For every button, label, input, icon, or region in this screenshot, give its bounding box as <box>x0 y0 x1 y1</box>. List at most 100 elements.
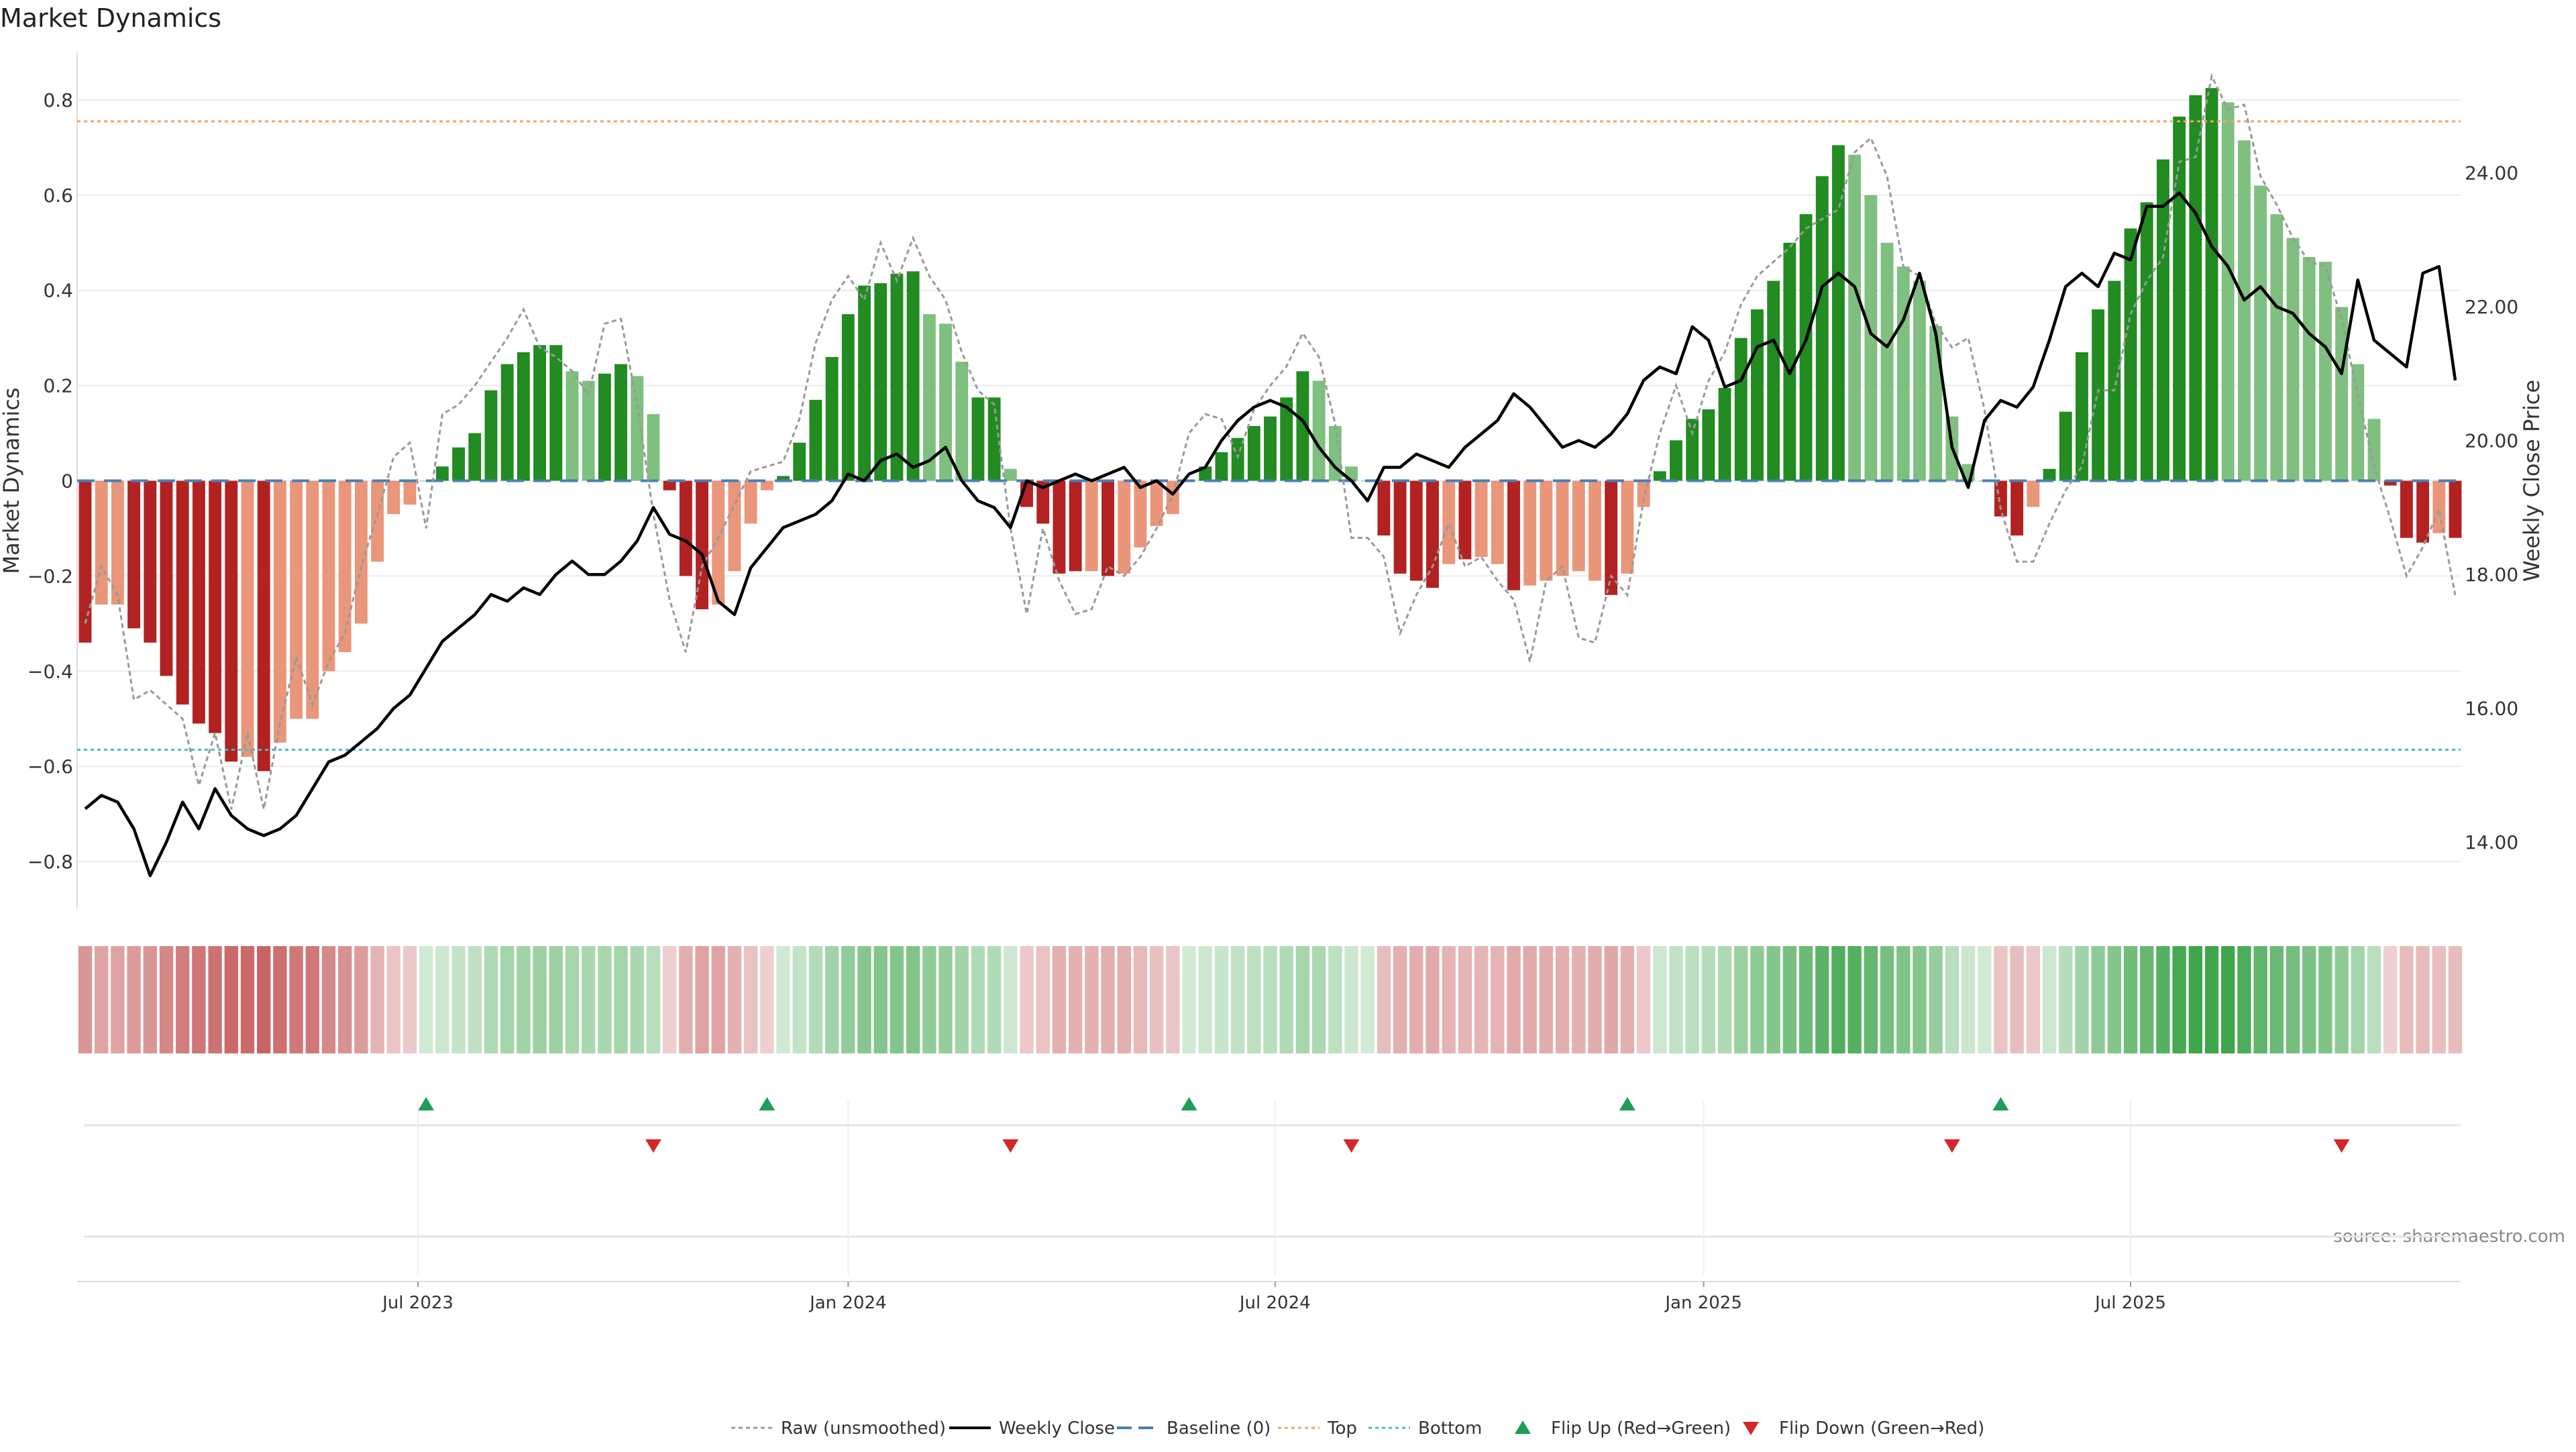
heat-cell <box>1474 946 1489 1053</box>
left-tick-label: −0.6 <box>28 756 73 778</box>
momentum-bar <box>1799 214 1813 481</box>
momentum-bar <box>2416 480 2430 543</box>
heat-cell <box>1426 946 1440 1053</box>
momentum-bar <box>1686 419 1699 481</box>
heat-cell <box>1328 946 1342 1053</box>
momentum-bar <box>1783 242 1796 481</box>
heat-cell <box>484 946 498 1053</box>
heat-cell <box>2400 946 2414 1053</box>
heat-cell <box>386 946 400 1053</box>
momentum-bar <box>78 480 92 643</box>
momentum-bar <box>484 390 498 481</box>
momentum-bar <box>2124 228 2137 481</box>
heat-cell <box>1572 946 1586 1053</box>
heat-cell <box>2188 946 2202 1053</box>
momentum-bar <box>2270 214 2284 481</box>
legend-label: Weekly Close <box>999 1418 1115 1439</box>
momentum-bar <box>2400 480 2413 538</box>
heat-cell <box>78 946 93 1053</box>
momentum-bar <box>1621 480 1634 574</box>
heat-cell <box>451 946 466 1053</box>
momentum-bar <box>1085 480 1098 572</box>
momentum-bar <box>2254 185 2267 481</box>
heat-cell <box>549 946 563 1053</box>
heat-cell <box>1133 946 1148 1053</box>
heat-cell <box>517 946 531 1053</box>
momentum-bar <box>1832 145 1845 481</box>
momentum-bar <box>468 433 482 481</box>
x-axis-ticks: Jul 2023 Jan 2024 Jul 2024 Jan 2025 Jul 2025 <box>381 1100 2166 1313</box>
momentum-bar <box>825 357 839 481</box>
momentum-bar <box>1734 338 1748 481</box>
legend-label: Flip Down (Green→Red) <box>1779 1418 1984 1439</box>
left-tick-label: 0.8 <box>43 89 73 111</box>
heat-cell <box>2253 946 2267 1053</box>
momentum-bar <box>452 447 466 481</box>
momentum-bar <box>533 345 546 481</box>
momentum-bar <box>1896 266 1910 481</box>
x-tick-label: Jan 2024 <box>808 1293 887 1313</box>
legend: Raw (unsmoothed) Weekly Close Baseline (0)… <box>731 1418 1984 1439</box>
momentum-bar <box>225 480 238 762</box>
chart-title: Market Dynamics <box>0 3 221 33</box>
legend-label: Top <box>1327 1418 1357 1439</box>
heat-cell <box>1961 946 1976 1053</box>
momentum-bar <box>841 314 855 481</box>
momentum-bar <box>1848 154 1862 481</box>
momentum-bar <box>387 480 400 515</box>
heat-cell <box>1734 946 1748 1053</box>
momentum-bar <box>2286 238 2300 481</box>
heat-cell <box>2140 946 2154 1053</box>
heat-cell <box>1782 946 1797 1053</box>
heat-cell <box>938 946 953 1053</box>
momentum-bar <box>858 285 871 481</box>
momentum-bar <box>2189 95 2202 481</box>
heat-cell <box>2156 946 2170 1053</box>
heat-cell <box>1815 946 1829 1053</box>
momentum-bar <box>338 480 352 652</box>
heat-cell <box>1507 946 1521 1053</box>
momentum-bar <box>2351 364 2365 481</box>
x-tick-label: Jan 2025 <box>1664 1293 1742 1313</box>
momentum-bar <box>127 480 141 629</box>
heat-cell <box>808 946 823 1053</box>
heat-cell <box>1052 946 1067 1053</box>
momentum-bar <box>2221 102 2235 481</box>
momentum-bar <box>1929 325 1943 481</box>
heat-cell <box>2204 946 2219 1053</box>
momentum-bar <box>95 480 108 605</box>
heat-cell <box>2123 946 2138 1053</box>
heat-cell <box>273 946 287 1053</box>
heat-cell <box>1458 946 1472 1053</box>
heat-cell <box>95 946 109 1053</box>
momentum-bar <box>2173 116 2186 481</box>
heat-cell <box>1750 946 1764 1053</box>
momentum-bar <box>209 480 222 733</box>
heat-cell <box>857 946 871 1053</box>
momentum-bar <box>712 480 725 605</box>
flip-up-marker <box>1619 1097 1635 1110</box>
heat-cell <box>1166 946 1180 1053</box>
heat-cell <box>614 946 628 1053</box>
momentum-bar <box>1296 371 1309 481</box>
momentum-bar <box>890 273 904 481</box>
heat-cell <box>2351 946 2365 1053</box>
heat-cell <box>1101 946 1115 1053</box>
heat-cell <box>955 946 969 1053</box>
heat-cell <box>2448 946 2463 1053</box>
raw-series-line <box>84 72 2457 810</box>
momentum-bar <box>2383 480 2397 486</box>
left-tick-label: 0.6 <box>43 185 73 207</box>
momentum-bar <box>955 362 969 481</box>
heat-cell <box>1198 946 1212 1053</box>
heat-cell <box>111 946 125 1053</box>
left-tick-label: −0.2 <box>28 565 73 587</box>
right-tick-label: 24.00 <box>2465 162 2518 185</box>
left-tick-label: −0.4 <box>28 660 73 682</box>
momentum-bar <box>1670 440 1682 481</box>
heat-cell <box>1717 946 1732 1053</box>
flip-down-marker <box>1943 1139 1960 1153</box>
series-lines <box>84 72 2457 878</box>
heat-cell <box>354 946 368 1053</box>
